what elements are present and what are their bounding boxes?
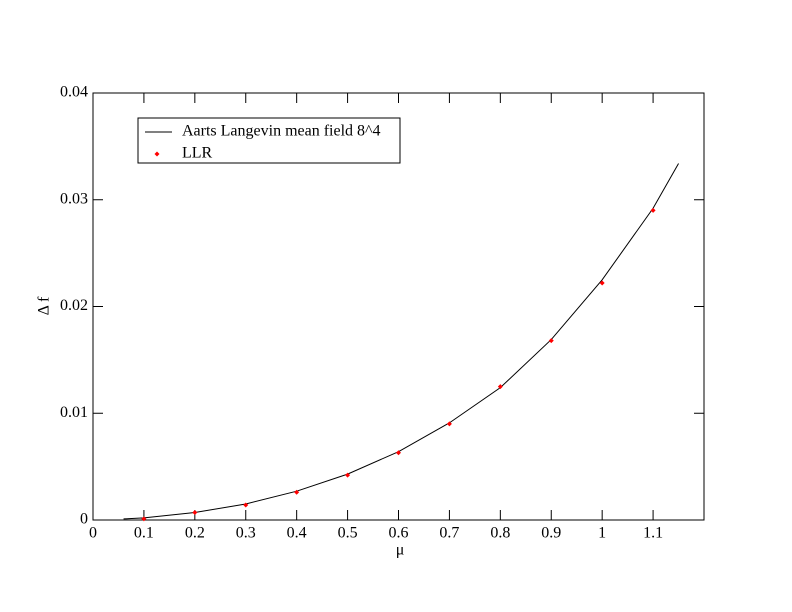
data-point bbox=[192, 510, 198, 516]
y-tick-label: 0.02 bbox=[60, 297, 88, 314]
data-point bbox=[396, 450, 401, 456]
legend-box bbox=[137, 117, 401, 164]
x-axis-label: μ bbox=[396, 542, 405, 559]
data-point bbox=[446, 421, 452, 427]
data-line bbox=[123, 163, 679, 520]
data-point bbox=[650, 207, 656, 213]
y-axis-label: Δ f bbox=[36, 296, 53, 315]
legend-marker bbox=[154, 151, 160, 157]
x-tick-label: 0.8 bbox=[490, 525, 510, 542]
data-point bbox=[141, 516, 147, 522]
data-point bbox=[345, 472, 351, 478]
legend-label: LLR bbox=[182, 145, 213, 162]
x-tick-label: 0.1 bbox=[134, 525, 154, 542]
x-tick-label: 0 bbox=[89, 525, 97, 542]
legend-label: Aarts Langevin mean field 8^4 bbox=[182, 123, 381, 140]
data-point bbox=[548, 338, 554, 344]
x-tick-label: 0.5 bbox=[338, 525, 358, 542]
data-point bbox=[294, 489, 300, 495]
x-tick-label: 0.3 bbox=[236, 525, 256, 542]
x-tick-label: 0.9 bbox=[541, 525, 561, 542]
x-tick-label: 0.6 bbox=[389, 525, 409, 542]
x-tick-label: 0.4 bbox=[287, 525, 307, 542]
y-tick-label: 0.04 bbox=[60, 84, 88, 101]
y-tick-label: 0 bbox=[80, 511, 88, 528]
x-tick-label: 1.1 bbox=[643, 525, 663, 542]
data-point bbox=[599, 280, 605, 286]
y-tick-label: 0.01 bbox=[60, 404, 88, 421]
data-point bbox=[497, 384, 503, 390]
y-tick-label: 0.03 bbox=[60, 190, 88, 207]
data-point bbox=[243, 502, 249, 508]
x-tick-label: 0.7 bbox=[439, 525, 459, 542]
x-tick-label: 1 bbox=[598, 525, 606, 542]
x-tick-label: 0.2 bbox=[185, 525, 205, 542]
